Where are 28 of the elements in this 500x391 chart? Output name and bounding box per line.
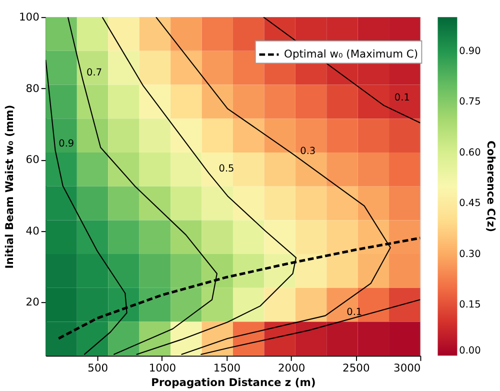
- annotation: 0.5: [218, 164, 234, 175]
- y-tick-label: 60: [26, 153, 40, 166]
- legend-label: Optimal w₀ (Maximum C): [284, 47, 418, 60]
- x-tick-label: 1500: [213, 362, 241, 375]
- x-tick-label: 3000: [394, 362, 421, 375]
- color-bar-label: 0.90: [459, 46, 481, 57]
- annotation: 0.1: [394, 92, 410, 104]
- x-tick-label: 2500: [342, 362, 370, 375]
- x-tick-label: 1000: [148, 362, 176, 375]
- y-tick-label: 20: [26, 296, 40, 309]
- color-bar-label: 0.30: [459, 248, 481, 260]
- annotation: 0.7: [86, 67, 102, 78]
- x-tick-label: 500: [88, 362, 108, 375]
- y-tick-label: 80: [26, 82, 40, 95]
- color-bar-label: 0.75: [459, 96, 481, 108]
- color-bar-label: 0.60: [459, 147, 481, 158]
- y-tick-label: 40: [26, 224, 40, 238]
- color-bar-title: Coherence C(z): [484, 140, 498, 232]
- y-tick-label: 100: [18, 10, 40, 24]
- annotation: 0.1: [346, 307, 362, 318]
- x-tick-label: 2000: [278, 362, 306, 375]
- color-bar-label: 0.45: [459, 198, 481, 210]
- x-axis-title: Propagation Distance z (m): [151, 376, 316, 390]
- annotation: 0.3: [300, 146, 316, 157]
- y-axis-title: Initial Beam Waist w₀ (mm): [3, 104, 16, 269]
- color-bar-label: 0.00: [459, 346, 481, 357]
- color-bar-label: 0.15: [459, 300, 481, 311]
- annotation: 0.9: [58, 138, 74, 150]
